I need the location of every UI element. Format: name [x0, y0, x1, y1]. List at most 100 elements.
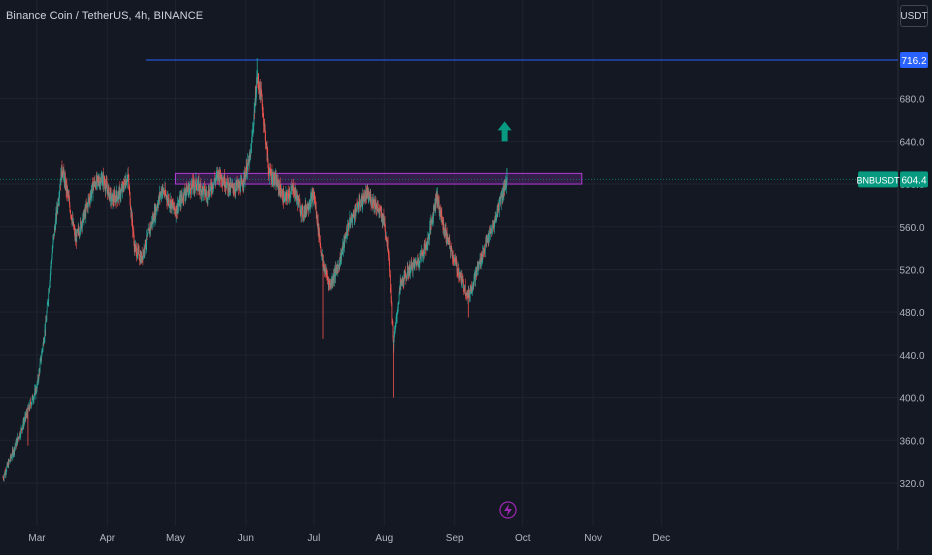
candle-body	[216, 173, 218, 175]
candle-body	[210, 182, 212, 187]
candle-body	[217, 171, 219, 174]
candle-body	[435, 202, 437, 207]
candle-body	[248, 159, 249, 164]
candle-body	[135, 246, 136, 252]
candle-body	[500, 198, 501, 200]
candle-body	[470, 286, 472, 291]
candle-body	[6, 471, 7, 473]
candle-body	[404, 272, 405, 276]
candle-body	[495, 215, 496, 222]
candle-body	[492, 226, 493, 228]
candle-body	[304, 207, 306, 213]
candle-body	[130, 209, 132, 213]
candle-body	[187, 190, 189, 191]
candle-body	[435, 198, 436, 207]
candle-body	[46, 320, 47, 323]
candle-body	[317, 219, 319, 226]
candle-body	[26, 412, 28, 415]
candle-body	[388, 255, 390, 257]
candle-body	[381, 211, 383, 216]
candle-body	[163, 192, 165, 195]
candle-body	[169, 205, 170, 206]
candle-body	[345, 237, 347, 239]
candle-body	[387, 240, 389, 247]
candle-body	[234, 190, 236, 192]
candle-body	[157, 206, 159, 207]
candle-body	[209, 189, 211, 192]
candle-body	[26, 412, 27, 416]
candle-body	[275, 175, 277, 187]
candle-body	[262, 112, 264, 115]
candle-body	[397, 310, 398, 314]
candle-body	[75, 236, 77, 242]
candle-body	[121, 189, 122, 192]
y-tick-label: 520.0	[899, 265, 924, 276]
candle-body	[194, 187, 196, 190]
candle-body	[128, 181, 130, 189]
candle-body	[386, 239, 388, 241]
candle-body	[393, 338, 394, 349]
candle-body	[55, 212, 57, 218]
candle-body	[501, 194, 502, 196]
candle-body	[201, 190, 203, 194]
candle-body	[337, 266, 339, 273]
candle-body	[189, 185, 191, 189]
candle-body	[275, 176, 276, 181]
candle-body	[33, 399, 34, 401]
candle-body	[78, 228, 79, 232]
candle-body	[192, 180, 194, 190]
candle-body	[301, 207, 302, 216]
candle-body	[48, 300, 49, 304]
candle-body	[112, 194, 114, 205]
candle-body	[72, 218, 74, 225]
candle-body	[106, 183, 108, 189]
candle-body	[24, 420, 25, 422]
symbol-badge: BNBUSDT	[856, 175, 900, 185]
candle-body	[499, 198, 501, 200]
candle-body	[459, 275, 461, 278]
y-tick-label: 360.0	[899, 436, 924, 447]
candle-body	[102, 174, 104, 176]
candle-body	[386, 236, 387, 240]
candle-body	[487, 237, 488, 241]
candle-body	[134, 244, 135, 250]
candle-body	[221, 175, 222, 182]
candle-body	[192, 180, 193, 188]
x-tick-label: May	[166, 533, 185, 544]
candle-body	[432, 214, 434, 222]
candle-body	[326, 270, 327, 273]
candle-body	[484, 245, 486, 251]
candle-body	[225, 185, 226, 188]
candle-body	[40, 359, 41, 364]
candle-body	[57, 201, 59, 205]
candle-body	[110, 190, 111, 202]
candle-body	[3, 478, 5, 480]
candle-body	[278, 185, 280, 189]
candle-body	[95, 185, 96, 187]
candle-body	[265, 143, 267, 146]
candle-body	[308, 206, 310, 210]
candles	[2, 58, 508, 482]
candle-body	[46, 312, 48, 321]
candle-body	[346, 230, 347, 238]
currency-button[interactable]: USDT	[900, 5, 928, 27]
candle-body	[304, 204, 306, 213]
candle-body	[30, 404, 32, 407]
candle-body	[290, 195, 291, 197]
candle-body	[243, 172, 245, 173]
candle-body	[40, 356, 42, 360]
candle-body	[54, 227, 56, 228]
candle-body	[415, 261, 417, 263]
candle-body	[288, 198, 290, 200]
candle-body	[85, 209, 86, 217]
candle-body	[276, 184, 278, 186]
candle-body	[371, 197, 373, 204]
candle-body	[281, 190, 283, 192]
candle-body	[273, 174, 274, 184]
candle-body	[349, 223, 350, 226]
candle-body	[15, 445, 16, 448]
candle-body	[47, 303, 48, 306]
candle-body	[450, 248, 452, 252]
